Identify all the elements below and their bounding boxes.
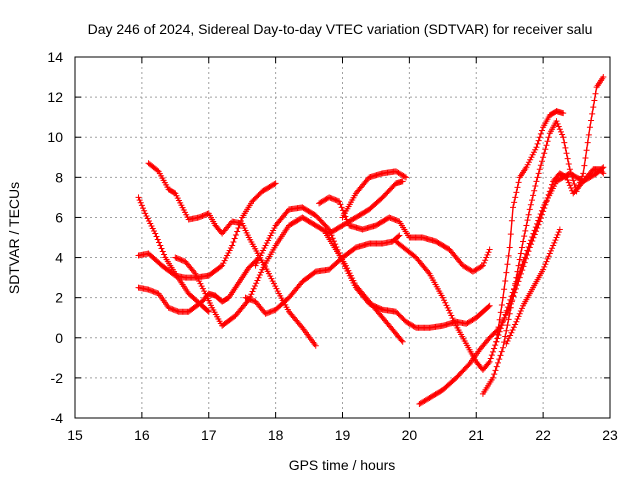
series-sat-10	[339, 168, 410, 221]
series-sat-11	[393, 164, 607, 373]
series-markers	[316, 194, 493, 275]
series-sat-13	[479, 74, 607, 397]
y-tick-label: 0	[55, 330, 63, 346]
x-tick-label: 17	[201, 427, 217, 443]
axis-ticks	[74, 56, 611, 419]
series-markers	[242, 232, 403, 317]
y-tick-label: 12	[47, 89, 63, 105]
x-tick-labels: 15 16 17 18 19 20 21 22 23	[67, 427, 618, 443]
series-markers	[339, 168, 410, 221]
series-markers	[393, 164, 607, 373]
series-markers	[322, 230, 406, 345]
x-tick-label: 22	[535, 427, 551, 443]
y-tick-label: 6	[55, 209, 63, 225]
series-sat-12	[416, 166, 607, 407]
x-tick-label: 21	[468, 427, 484, 443]
y-tick-label: -2	[51, 370, 64, 386]
x-tick-label: 15	[67, 427, 83, 443]
data-series	[135, 74, 607, 407]
x-tick-label: 16	[134, 427, 150, 443]
y-tick-label: -4	[51, 410, 64, 426]
x-tick-label: 20	[402, 427, 418, 443]
x-tick-label: 19	[335, 427, 351, 443]
x-tick-label: 23	[602, 427, 618, 443]
series-line	[419, 168, 604, 405]
y-tick-label: 10	[47, 129, 63, 145]
x-axis-label: GPS time / hours	[289, 457, 396, 473]
series-sat-3	[135, 180, 279, 281]
x-tick-label: 18	[268, 427, 284, 443]
y-tick-label: 14	[47, 49, 63, 65]
series-sat-15	[503, 226, 563, 347]
y-tick-label: 8	[55, 169, 63, 185]
series-sat-14	[493, 108, 567, 345]
y-tick-label: 4	[55, 250, 63, 266]
series-markers	[493, 108, 567, 345]
series-markers	[135, 180, 279, 281]
series-sat-4	[135, 254, 262, 315]
y-axis-label: SDTVAR / TECUs	[6, 182, 22, 294]
grid-lines	[75, 57, 610, 418]
y-tick-labels: -4 -2 0 2 4 6 8 10 12 14	[47, 49, 63, 426]
y-tick-label: 2	[55, 290, 63, 306]
series-markers	[416, 166, 607, 407]
series-sat-6	[242, 232, 403, 317]
series-sat-9	[322, 230, 406, 345]
series-markers	[479, 74, 607, 397]
chart-title: Day 246 of 2024, Sidereal Day-to-day VTE…	[88, 21, 593, 37]
series-markers	[135, 254, 262, 315]
series-markers	[503, 226, 563, 347]
